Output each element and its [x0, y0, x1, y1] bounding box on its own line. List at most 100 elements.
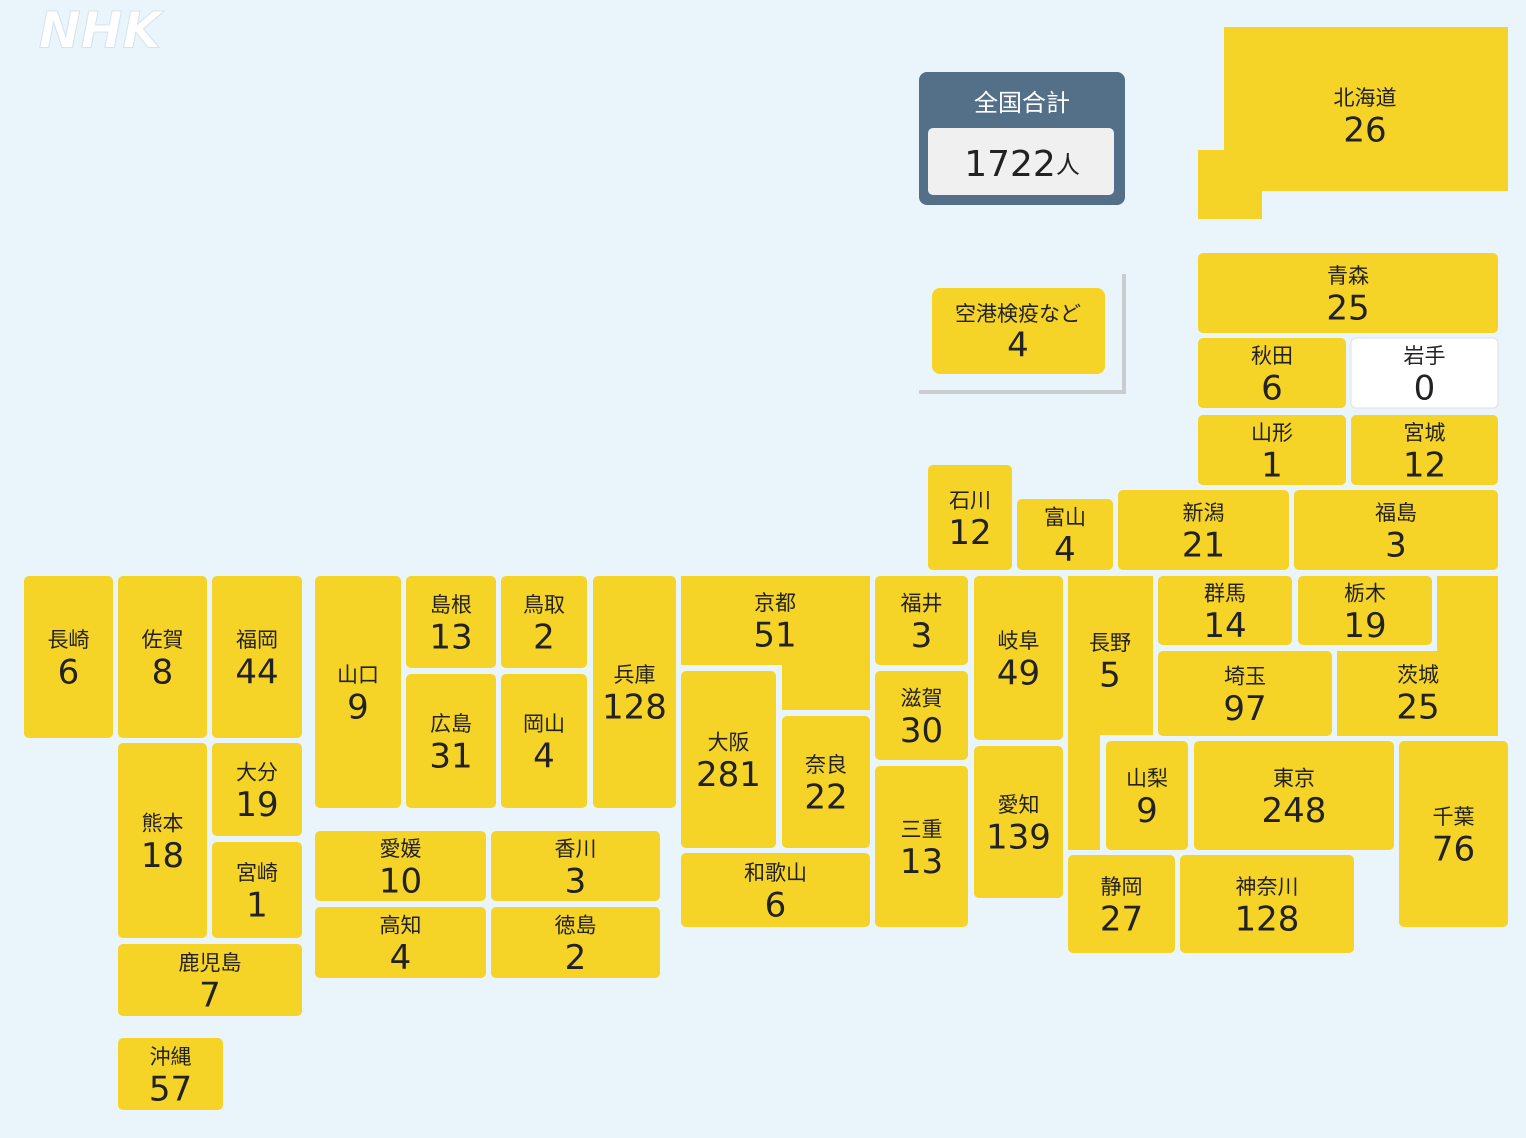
prefecture-name: 北海道 — [1334, 86, 1397, 110]
prefecture-tile — [1337, 576, 1498, 736]
prefecture-value: 10 — [379, 862, 422, 902]
prefecture-value: 6 — [1261, 369, 1283, 409]
prefecture-name: 奈良 — [805, 753, 847, 777]
prefecture-name: 秋田 — [1251, 344, 1293, 368]
prefecture-tile — [212, 743, 302, 836]
prefecture-value: 12 — [1403, 446, 1446, 486]
prefecture-name: 埼玉 — [1224, 665, 1266, 689]
prefecture-value: 5 — [1099, 656, 1121, 696]
prefecture-name: 茨城 — [1397, 663, 1439, 687]
prefecture-value: 1 — [1261, 446, 1283, 486]
prefecture-tile — [974, 746, 1063, 898]
prefecture-name: 佐賀 — [142, 628, 184, 652]
prefecture-name: 大阪 — [708, 731, 750, 755]
prefecture-value: 4 — [533, 737, 555, 777]
prefecture-tile — [1194, 741, 1394, 850]
prefecture-tile — [1068, 855, 1175, 953]
prefecture-value: 4 — [1054, 530, 1076, 570]
prefecture-name: 東京 — [1273, 767, 1315, 791]
total-inner — [928, 128, 1114, 195]
prefecture-value: 6 — [765, 886, 787, 926]
prefecture-value: 14 — [1203, 606, 1246, 646]
prefecture-value: 30 — [900, 711, 943, 751]
prefecture-tile — [501, 576, 587, 668]
prefecture-value: 27 — [1100, 900, 1143, 940]
prefecture-name: 高知 — [380, 914, 422, 938]
prefecture-name: 福島 — [1375, 501, 1417, 525]
prefecture-tile — [315, 831, 486, 901]
prefecture-name: 群馬 — [1204, 582, 1246, 606]
prefecture-name: 和歌山 — [744, 861, 807, 885]
prefecture-value: 18 — [141, 836, 184, 876]
prefecture-name: 京都 — [754, 591, 796, 615]
prefecture-name: 長野 — [1089, 631, 1131, 655]
prefecture-value: 9 — [1136, 791, 1158, 831]
prefecture-tile — [1106, 741, 1188, 850]
prefecture-tile — [118, 944, 302, 1016]
prefecture-tile — [1351, 415, 1498, 485]
prefecture-name: 滋賀 — [901, 687, 943, 711]
prefecture-tile — [406, 674, 496, 808]
prefecture-tile — [118, 743, 207, 938]
prefecture-tile — [118, 576, 207, 738]
prefecture-tile — [1158, 651, 1332, 736]
prefecture-name: 宮城 — [1404, 421, 1446, 445]
prefecture-name: 富山 — [1044, 506, 1086, 530]
prefecture-tile — [1399, 741, 1508, 927]
prefecture-value: 8 — [152, 653, 174, 693]
prefecture-name: 岩手 — [1404, 344, 1446, 368]
prefecture-tile — [875, 576, 968, 665]
total-unit: 人 — [1056, 151, 1080, 179]
prefecture-value: 3 — [911, 616, 933, 656]
prefecture-value: 4 — [390, 938, 412, 978]
prefecture-name: 岐阜 — [998, 629, 1040, 653]
prefecture-value: 0 — [1414, 369, 1436, 409]
prefecture-value: 25 — [1396, 688, 1439, 728]
prefecture-tile — [1068, 576, 1153, 850]
prefecture-tile — [1198, 27, 1508, 219]
prefecture-tile — [1198, 338, 1346, 408]
prefecture-value: 2 — [565, 938, 587, 978]
prefecture-name: 神奈川 — [1236, 875, 1299, 899]
prefecture-value: 6 — [58, 653, 80, 693]
prefecture-name: 福井 — [901, 592, 943, 616]
prefecture-tile — [1298, 576, 1432, 645]
prefecture-tile — [681, 576, 870, 710]
prefecture-name: 島根 — [430, 593, 472, 617]
prefecture-name: 山口 — [337, 663, 379, 687]
prefecture-value: 13 — [900, 842, 943, 882]
prefecture-value: 3 — [1385, 526, 1407, 566]
prefecture-name: 新潟 — [1183, 501, 1225, 525]
prefecture-value: 248 — [1262, 791, 1327, 831]
prefecture-tile — [406, 576, 496, 668]
prefecture-value: 139 — [986, 818, 1051, 858]
prefecture-tile — [118, 1038, 223, 1110]
prefecture-value: 51 — [753, 616, 796, 656]
prefecture-tile — [593, 576, 676, 808]
prefecture-name: 福岡 — [236, 628, 278, 652]
prefecture-value: 44 — [235, 653, 278, 693]
prefecture-name: 静岡 — [1101, 875, 1143, 899]
total-label: 全国合計 — [974, 89, 1070, 117]
prefecture-tile — [315, 576, 401, 808]
prefecture-name: 千葉 — [1433, 805, 1475, 829]
prefecture-tile — [501, 674, 587, 808]
prefecture-name: 熊本 — [142, 812, 184, 836]
prefecture-name: 香川 — [555, 837, 597, 861]
prefecture-name: 岡山 — [523, 712, 565, 736]
prefecture-name: 愛知 — [998, 793, 1040, 817]
prefecture-value: 25 — [1326, 289, 1369, 329]
prefecture-tile — [1017, 499, 1113, 570]
total-text: 1722人 — [964, 144, 1080, 185]
prefecture-name: 愛媛 — [380, 837, 422, 861]
prefecture-value: 3 — [565, 862, 587, 902]
prefecture-value: 12 — [948, 513, 991, 553]
prefecture-tile — [875, 671, 968, 760]
prefecture-value: 7 — [199, 976, 221, 1016]
prefecture-name: 沖縄 — [150, 1045, 192, 1069]
prefecture-name: 徳島 — [555, 914, 597, 938]
prefecture-tile — [1158, 576, 1292, 645]
prefecture-value: 128 — [602, 688, 667, 728]
